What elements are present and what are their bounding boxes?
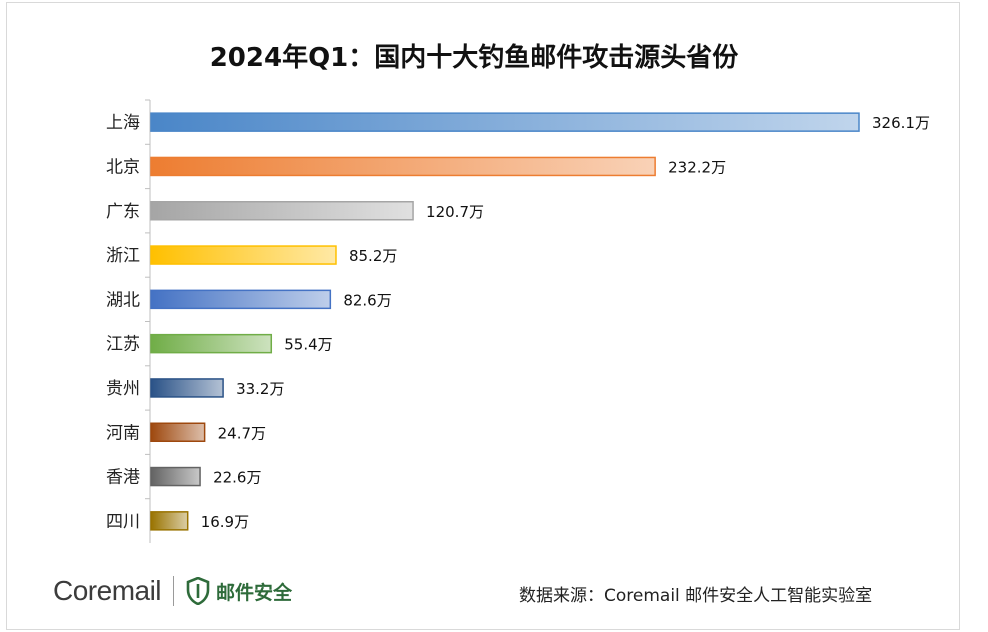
chart-title: 2024年Q1：国内十大钓鱼邮件攻击源头省份	[209, 43, 739, 73]
value-label: 16.9万	[201, 513, 249, 531]
bar-河南	[150, 422, 206, 442]
source-note: 数据来源：Coremail 邮件安全人工智能实验室	[519, 586, 873, 606]
bar-贵州	[150, 378, 224, 398]
category-label: 湖北	[106, 290, 140, 310]
value-label: 82.6万	[343, 291, 391, 309]
bar-香港	[150, 466, 201, 487]
bar-江苏	[150, 333, 273, 354]
coremail-logo: Coremail	[53, 575, 162, 606]
category-label: 北京	[106, 157, 140, 177]
value-label: 22.6万	[213, 469, 261, 487]
category-label: 浙江	[106, 246, 140, 266]
category-label: 贵州	[106, 379, 140, 399]
logo-divider	[173, 576, 175, 606]
value-label: 24.7万	[218, 424, 266, 442]
chart-frame: 2024年Q1：国内十大钓鱼邮件攻击源头省份 上海 326.1万北京 232.2万广…	[6, 2, 960, 630]
brand-subtitle: 邮件安全	[216, 581, 293, 604]
value-label: 120.7万	[426, 203, 484, 221]
value-label: 55.4万	[284, 336, 332, 354]
value-label: 33.2万	[236, 380, 284, 398]
value-label: 232.2万	[668, 158, 726, 176]
category-label: 河南	[106, 423, 140, 443]
value-label: 85.2万	[349, 247, 397, 265]
bar-广东	[150, 201, 414, 221]
bar-上海	[150, 112, 860, 132]
category-label: 香港	[106, 468, 140, 488]
bar-浙江	[150, 245, 337, 265]
category-label: 广东	[106, 202, 140, 222]
footer-logo: Coremail 邮件安全	[53, 575, 292, 607]
category-label: 江苏	[106, 335, 140, 355]
category-label: 四川	[106, 512, 140, 532]
value-label: 326.1万	[872, 114, 930, 132]
bar-北京	[150, 156, 656, 177]
bar-四川	[150, 511, 189, 531]
bar-湖北	[150, 289, 332, 310]
category-label: 上海	[106, 113, 140, 133]
shield-icon	[186, 577, 210, 605]
